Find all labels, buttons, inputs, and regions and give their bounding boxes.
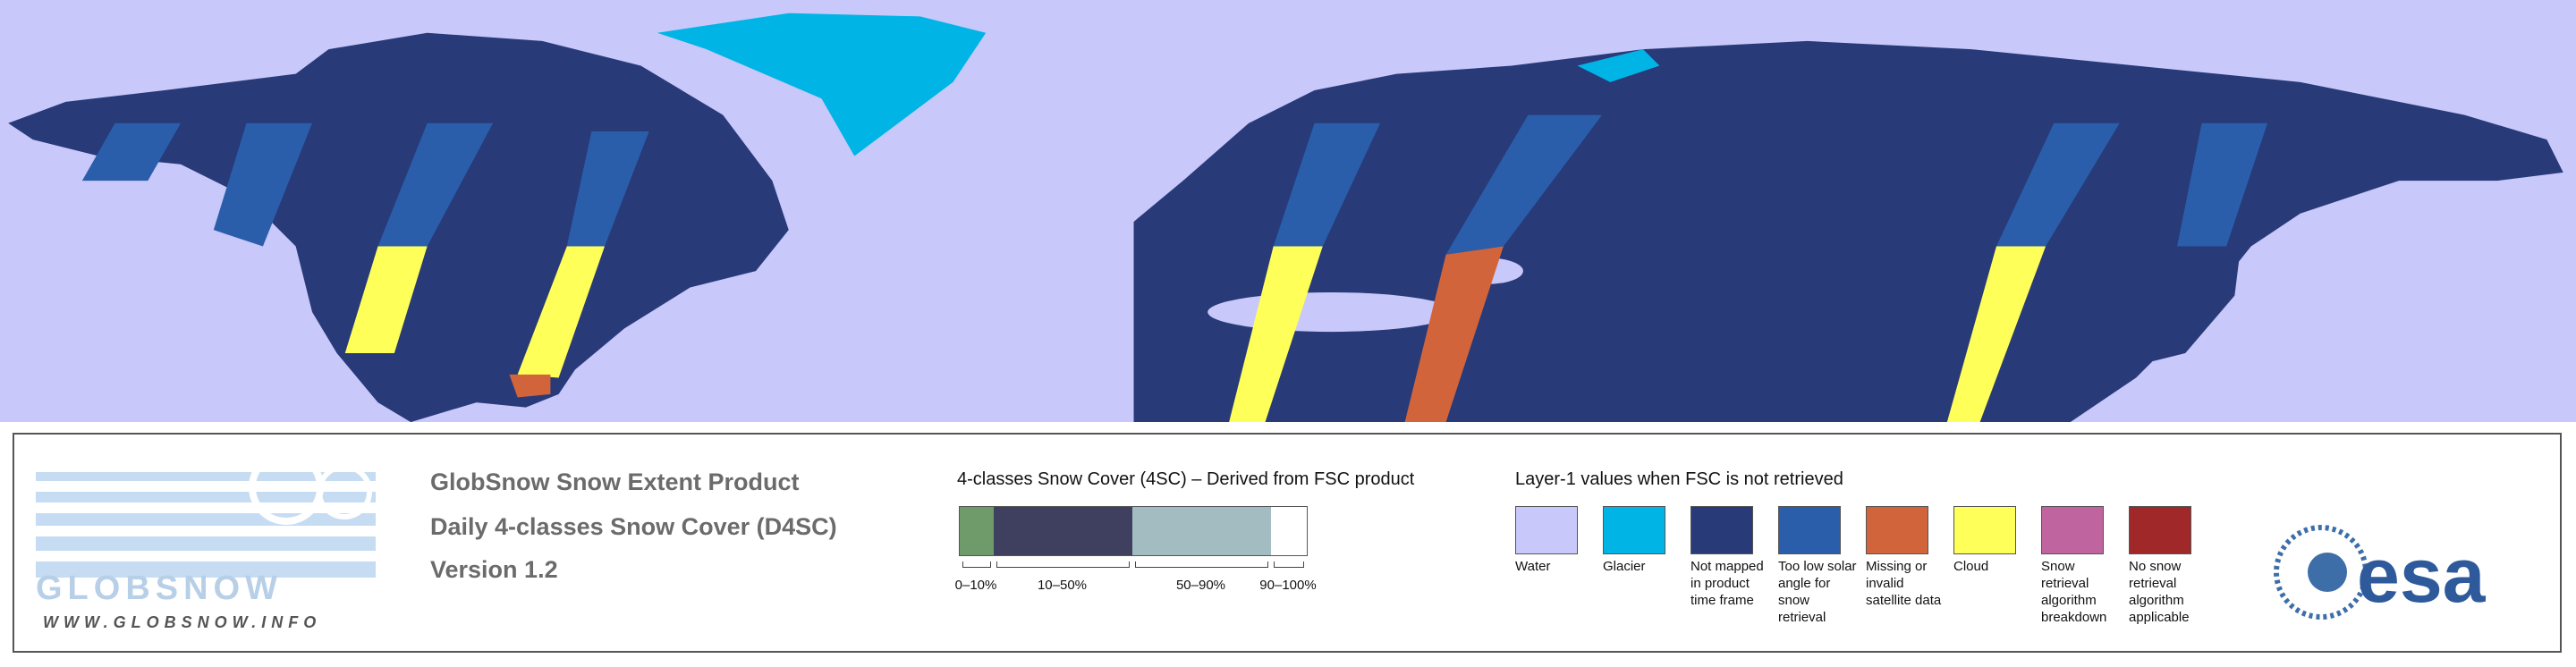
legend-swatch <box>1866 506 1928 554</box>
logo-url: WWW.GLOBSNOW.INFO <box>43 613 321 631</box>
stripe <box>566 131 649 247</box>
logo-stripe <box>36 472 376 481</box>
legend-label: Missing or invalid satellite data <box>1866 559 1942 608</box>
globsnow-logo: GLOBSNOW WWW.GLOBSNOW.INFO <box>36 450 376 631</box>
missing-stripe <box>1404 246 1504 422</box>
legend-label: Too low solar angle for snow retrieval <box>1778 559 1857 625</box>
logo-stripe <box>36 513 376 526</box>
low-sun-stripes <box>81 114 2268 255</box>
product-title: GlobSnow Snow Extent Product <box>430 469 800 495</box>
product-subtitle: Daily 4-classes Snow Cover (D4SC) <box>430 513 837 540</box>
cloud-stripe <box>517 246 606 378</box>
cloud-stripe <box>344 246 428 353</box>
stripe <box>81 122 182 182</box>
scale-segment <box>1132 507 1271 555</box>
stripe <box>1996 122 2120 247</box>
scale-label: 10–50% <box>1037 578 1088 593</box>
cloud-stripe <box>1229 246 1323 422</box>
stripe <box>2177 122 2268 247</box>
esa-wordmark: esa <box>2357 533 2487 619</box>
snowflake <box>317 464 372 519</box>
snow-scale-bar <box>959 506 1308 556</box>
stripe <box>377 122 494 247</box>
legend-swatch <box>2041 506 2104 554</box>
legend-swatch <box>1778 506 1841 554</box>
scale-label: 90–100% <box>1259 578 1317 593</box>
missing-patch <box>509 374 551 398</box>
legend-label: No snow retrieval algorithm applicable <box>2129 559 2190 625</box>
legend-swatch <box>2129 506 2191 554</box>
legend-label: Not mapped in product time frame <box>1690 559 1764 608</box>
stripe <box>1445 114 1603 255</box>
scale-bracket <box>1135 561 1268 568</box>
legend-swatch <box>1515 506 1578 554</box>
legend-label: Snow retrieval algorithm breakdown <box>2041 559 2107 625</box>
logo-stripe <box>36 561 376 578</box>
scale-label: 50–90% <box>1175 578 1226 593</box>
scale-bracket <box>1274 561 1304 568</box>
map <box>0 0 2576 422</box>
product-version: Version 1.2 <box>430 556 558 583</box>
legend-label: Glacier <box>1603 559 1646 574</box>
legend-swatch <box>1690 506 1753 554</box>
snowflake <box>249 450 324 525</box>
logo-stripe <box>36 536 376 551</box>
legend-label: Cloud <box>1953 559 1989 574</box>
esa-logo: esa <box>2274 525 2487 620</box>
scale-title: 4-classes Snow Cover (4SC) – Derived fro… <box>957 469 1415 489</box>
logo-stripe <box>36 492 376 502</box>
svalbard <box>1577 49 1660 82</box>
stripe <box>1273 122 1381 247</box>
scale-segment <box>994 507 1132 555</box>
logo-stripes <box>36 472 376 578</box>
esa-emblem <box>2274 525 2368 620</box>
scale-segment <box>960 507 994 555</box>
scale-segment <box>1271 507 1307 555</box>
scale-bracket <box>996 561 1130 568</box>
legend-label: Water <box>1515 559 1551 574</box>
stripe <box>213 122 313 247</box>
layer1-title: Layer-1 values when FSC is not retrieved <box>1515 469 1843 489</box>
esa-emblem-core <box>2308 553 2347 592</box>
scale-label: 0–10% <box>954 578 997 593</box>
greenland <box>657 13 987 156</box>
logo-name: GLOBSNOW <box>36 570 283 607</box>
legend-swatch <box>1953 506 2016 554</box>
cloud-stripe <box>1946 246 2046 422</box>
mediterranean <box>1208 291 1454 333</box>
legend-swatch <box>1603 506 1665 554</box>
legend-panel <box>13 433 2562 653</box>
scale-bracket <box>962 561 991 568</box>
japan <box>2152 230 2243 362</box>
